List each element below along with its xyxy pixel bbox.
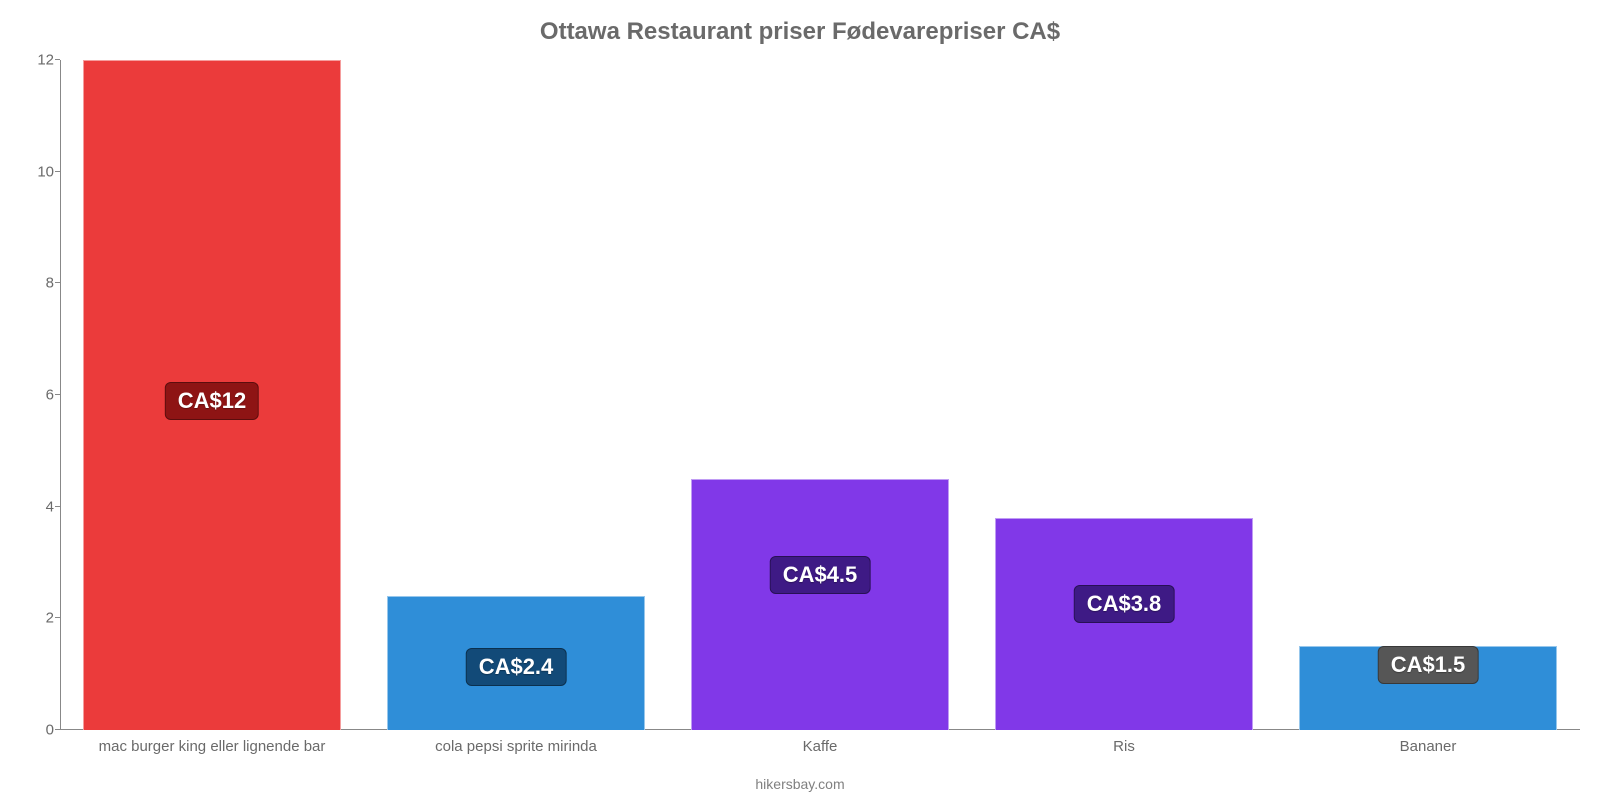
y-tick-label: 8 [20,275,54,292]
y-tick-mark [55,617,60,618]
y-tick-label: 12 [20,52,54,69]
x-category-label: Ris [1113,738,1135,755]
plot-area: 024681012CA$12mac burger king eller lign… [60,60,1580,730]
bar: CA$1.5 [1299,646,1557,730]
x-category-label: mac burger king eller lignende bar [99,738,326,755]
chart-caption: hikersbay.com [0,776,1600,792]
bar-value-label: CA$4.5 [770,556,871,594]
y-tick-label: 2 [20,610,54,627]
y-axis-line [60,60,61,730]
y-tick-label: 10 [20,163,54,180]
bar-value-label: CA$2.4 [466,648,567,686]
y-tick-mark [55,394,60,395]
chart-title: Ottawa Restaurant priser Fødevarepriser … [0,18,1600,46]
y-tick-label: 6 [20,387,54,404]
x-category-label: Kaffe [803,738,838,755]
y-tick-mark [55,729,60,730]
y-tick-mark [55,282,60,283]
y-tick-mark [55,506,60,507]
bar-value-label: CA$1.5 [1378,646,1479,684]
y-tick-label: 0 [20,722,54,739]
bar: CA$3.8 [995,518,1253,730]
bar-value-label: CA$12 [165,382,259,420]
y-tick-label: 4 [20,498,54,515]
bar: CA$2.4 [387,596,645,730]
bar: CA$12 [83,60,341,730]
bar-value-label: CA$3.8 [1074,585,1175,623]
y-tick-mark [55,171,60,172]
x-category-label: Bananer [1400,738,1457,755]
x-category-label: cola pepsi sprite mirinda [435,738,597,755]
y-tick-mark [55,59,60,60]
bar: CA$4.5 [691,479,949,730]
